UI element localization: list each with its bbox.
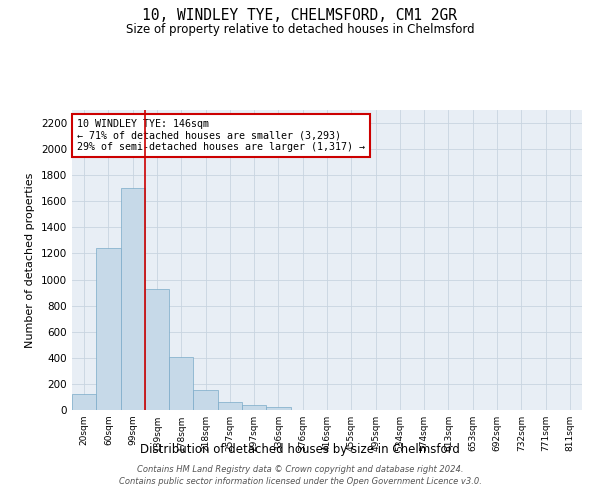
Text: Contains public sector information licensed under the Open Government Licence v3: Contains public sector information licen… [119, 478, 481, 486]
Y-axis label: Number of detached properties: Number of detached properties [25, 172, 35, 348]
Bar [193, 390, 218, 410]
Text: 10, WINDLEY TYE, CHELMSFORD, CM1 2GR: 10, WINDLEY TYE, CHELMSFORD, CM1 2GR [143, 8, 458, 22]
Bar [96, 248, 121, 410]
Bar [266, 408, 290, 410]
Bar [145, 290, 169, 410]
Bar [72, 394, 96, 410]
Bar [218, 402, 242, 410]
Text: Distribution of detached houses by size in Chelmsford: Distribution of detached houses by size … [140, 442, 460, 456]
Text: Contains HM Land Registry data © Crown copyright and database right 2024.: Contains HM Land Registry data © Crown c… [137, 465, 463, 474]
Text: Size of property relative to detached houses in Chelmsford: Size of property relative to detached ho… [125, 22, 475, 36]
Bar [169, 357, 193, 410]
Bar [242, 406, 266, 410]
Text: 10 WINDLEY TYE: 146sqm
← 71% of detached houses are smaller (3,293)
29% of semi-: 10 WINDLEY TYE: 146sqm ← 71% of detached… [77, 119, 365, 152]
Bar [121, 188, 145, 410]
